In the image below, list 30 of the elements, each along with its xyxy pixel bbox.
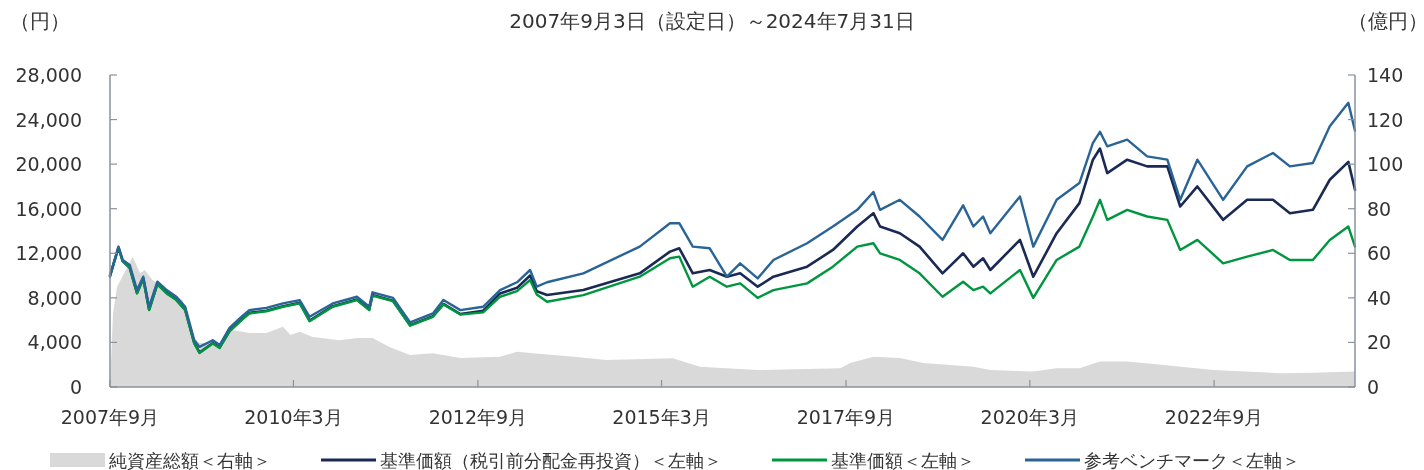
x-tick-label: 2007年9月 (60, 406, 160, 428)
chart-title: 2007年9月3日（設定日）～2024年7月31日 (509, 9, 915, 33)
y-tick-label: 16,000 (15, 197, 82, 220)
y-axis-title: （円） (10, 9, 70, 33)
y-tick-label: 8,000 (27, 286, 82, 309)
y-tick-label: 4,000 (27, 331, 82, 354)
y2-tick-label: 60 (1367, 242, 1392, 265)
y-tick-label: 12,000 (15, 242, 82, 265)
y2-tick-label: 20 (1367, 331, 1392, 354)
legend-label: 基準価額＜左軸＞ (831, 450, 975, 470)
y-tick-label: 28,000 (15, 64, 82, 86)
y2-tick-label: 80 (1367, 197, 1392, 220)
legend-label: 参考ベンチマーク＜左軸＞ (1084, 450, 1300, 470)
y2-tick-label: 140 (1367, 64, 1404, 86)
y-tick-label: 24,000 (15, 108, 82, 131)
x-tick-label: 2015年3月 (612, 406, 711, 428)
y2-axis-title: （億円） (1348, 9, 1424, 33)
y2-tick-label: 100 (1367, 153, 1404, 176)
x-tick-label: 2020年3月 (980, 406, 1080, 428)
y-tick-label: 20,000 (15, 153, 82, 176)
y2-tick-label: 120 (1367, 108, 1404, 131)
x-tick-label: 2017年9月 (796, 406, 896, 428)
y2-tick-label: 0 (1367, 376, 1380, 398)
legend-label: 基準価額（税引前分配金再投資）＜左軸＞ (380, 450, 722, 470)
x-tick-label: 2022年9月 (1164, 406, 1264, 428)
x-tick-label: 2010年3月 (244, 406, 343, 428)
y-tick-label: 0 (69, 376, 82, 398)
y2-tick-label: 40 (1367, 286, 1392, 309)
legend-label: 純資産総額＜右軸＞ (109, 450, 271, 470)
x-tick-label: 2012年9月 (428, 406, 528, 428)
